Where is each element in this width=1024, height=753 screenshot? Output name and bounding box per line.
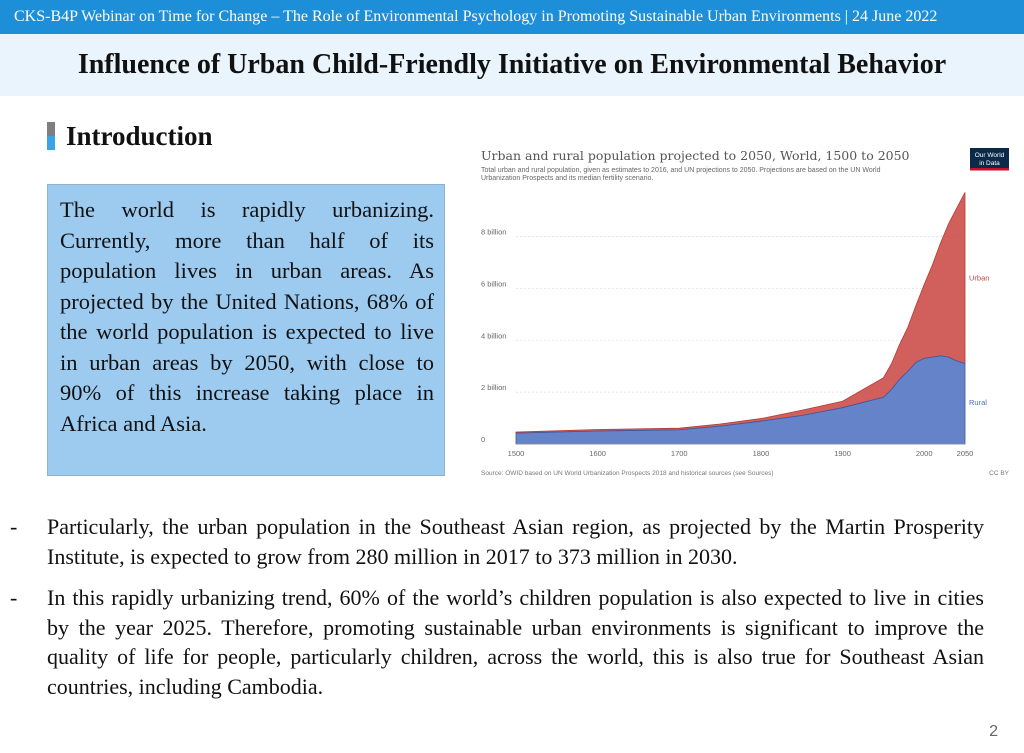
x-tick-label: 1700 [671, 449, 688, 458]
bullet-item: - Particularly, the urban population in … [0, 512, 1024, 571]
bullet-text: In this rapidly urbanizing trend, 60% of… [47, 585, 984, 699]
owid-logo: Our World in Data [970, 148, 1009, 171]
chart-x-ticks: 1500 1600 1700 1800 1900 2000 2050 [508, 449, 974, 458]
series-label-rural: Rural [969, 398, 987, 407]
x-tick-label: 2000 [916, 449, 933, 458]
y-tick-label: 0 [481, 435, 485, 444]
bullet-list: - Particularly, the urban population in … [0, 512, 1024, 713]
chart-areas [515, 192, 966, 445]
page-number: 2 [989, 723, 998, 740]
chart-source: Source: OWID based on UN World Urbanizat… [481, 470, 774, 477]
x-tick-label: 1900 [834, 449, 851, 458]
population-chart: Urban and rural population projected to … [474, 145, 1014, 480]
intro-text-box: The world is rapidly urbanizing. Current… [47, 184, 445, 476]
chart-title: Urban and rural population projected to … [481, 148, 910, 163]
chart-subtitle-line-2: Urbanization Prospects and its median fe… [481, 175, 653, 182]
slide-title: Influence of Urban Child-Friendly Initia… [0, 34, 1024, 96]
rural-area [515, 355, 966, 445]
bullet-text: Particularly, the urban population in th… [47, 514, 984, 569]
y-tick-label: 4 billion [481, 331, 506, 340]
y-tick-label: 8 billion [481, 228, 506, 237]
x-tick-label: 1500 [508, 449, 525, 458]
series-label-urban: Urban [969, 274, 989, 283]
x-tick-label: 2050 [957, 449, 974, 458]
bullet-item: - In this rapidly urbanizing trend, 60% … [0, 583, 1024, 701]
chart-grid [516, 236, 965, 393]
x-tick-label: 1800 [753, 449, 770, 458]
chart-license: CC BY [989, 470, 1010, 477]
y-tick-label: 6 billion [481, 279, 506, 288]
x-tick-label: 1600 [589, 449, 606, 458]
owid-logo-line-2: in Data [979, 160, 1000, 167]
bullet-dash: - [10, 585, 18, 610]
chart-y-ticks: 0 2 billion 4 billion 6 billion 8 billion [481, 228, 506, 445]
y-tick-label: 2 billion [481, 383, 506, 392]
bullet-dash: - [10, 514, 18, 539]
section-title: Introduction [66, 121, 213, 151]
owid-logo-line-1: Our World [975, 152, 1005, 159]
section-marker [47, 122, 55, 150]
chart-series-labels: Urban Rural [969, 274, 989, 408]
webinar-banner: CKS-B4P Webinar on Time for Change – The… [0, 0, 1024, 34]
chart-subtitle-line-1: Total urban and rural population, given … [481, 167, 881, 174]
